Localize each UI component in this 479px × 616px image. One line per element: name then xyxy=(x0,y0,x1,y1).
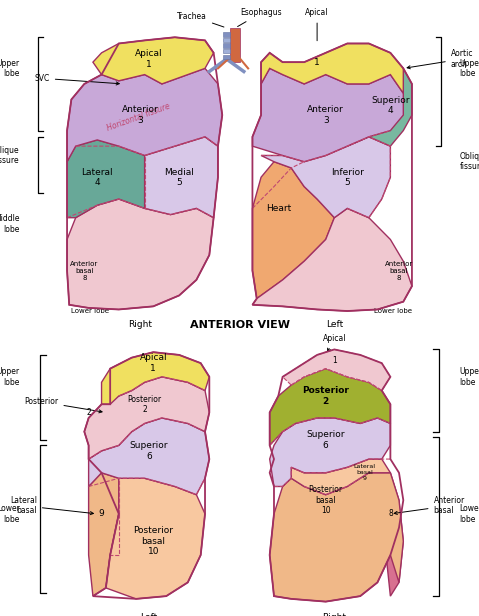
Text: Posterior
basal
10: Posterior basal 10 xyxy=(133,527,173,556)
Text: 8: 8 xyxy=(388,509,393,519)
Text: Trachea: Trachea xyxy=(177,12,224,27)
Text: 2: 2 xyxy=(86,408,91,417)
Polygon shape xyxy=(270,418,390,487)
Text: Apical: Apical xyxy=(322,334,346,352)
Polygon shape xyxy=(89,418,209,495)
Polygon shape xyxy=(223,55,230,59)
Text: Upper
lobe: Upper lobe xyxy=(459,367,479,386)
Text: Right: Right xyxy=(322,612,346,616)
Polygon shape xyxy=(252,68,403,161)
Polygon shape xyxy=(145,137,218,217)
Text: Left: Left xyxy=(326,320,343,330)
Text: Esophagus: Esophagus xyxy=(238,9,282,26)
Text: Anterior
basal
8: Anterior basal 8 xyxy=(70,261,98,280)
Polygon shape xyxy=(283,349,390,391)
Text: Lateral
basal: Lateral basal xyxy=(10,496,93,516)
Text: Posterior
2: Posterior 2 xyxy=(127,395,162,414)
Text: Anterior
basal: Anterior basal xyxy=(394,496,465,516)
Text: Upper
lobe: Upper lobe xyxy=(0,367,20,386)
Text: Horizontal fissure: Horizontal fissure xyxy=(106,101,171,132)
Polygon shape xyxy=(252,161,334,299)
Text: Anterior
3: Anterior 3 xyxy=(308,105,344,124)
Text: Lower lobe: Lower lobe xyxy=(374,307,412,314)
Polygon shape xyxy=(223,49,230,54)
Text: ANTERIOR VIEW: ANTERIOR VIEW xyxy=(190,320,289,330)
Text: Superior
6: Superior 6 xyxy=(130,441,168,461)
Polygon shape xyxy=(67,68,222,161)
Text: Upper
lobe: Upper lobe xyxy=(0,59,20,78)
Text: Upper
lobe: Upper lobe xyxy=(459,59,479,78)
Polygon shape xyxy=(223,32,230,36)
Text: 1: 1 xyxy=(314,58,320,67)
Polygon shape xyxy=(270,473,403,602)
Polygon shape xyxy=(223,38,230,43)
Text: Aortic
arch: Aortic arch xyxy=(407,49,473,69)
Polygon shape xyxy=(261,137,390,217)
Polygon shape xyxy=(93,37,214,84)
Text: Apical
1: Apical 1 xyxy=(135,49,163,69)
Text: Lower
lobe: Lower lobe xyxy=(0,505,20,524)
Text: Lower
lobe: Lower lobe xyxy=(459,505,479,524)
Text: Superior
6: Superior 6 xyxy=(307,430,345,450)
Polygon shape xyxy=(261,44,403,93)
Text: Right: Right xyxy=(128,320,152,330)
Text: Superior
4: Superior 4 xyxy=(371,96,410,115)
Polygon shape xyxy=(223,44,230,48)
Text: Anterior
basal
8: Anterior basal 8 xyxy=(385,261,413,280)
Polygon shape xyxy=(67,199,214,309)
Text: Posterior
basal
10: Posterior basal 10 xyxy=(308,485,343,515)
Polygon shape xyxy=(106,478,205,599)
Text: Apical
1: Apical 1 xyxy=(139,354,167,373)
Text: 1: 1 xyxy=(332,356,337,365)
Polygon shape xyxy=(360,473,403,596)
Text: Heart: Heart xyxy=(266,204,291,213)
Polygon shape xyxy=(334,68,412,146)
Text: Lateral
4: Lateral 4 xyxy=(81,168,113,187)
Polygon shape xyxy=(291,459,390,495)
Polygon shape xyxy=(230,28,240,62)
Polygon shape xyxy=(102,352,209,404)
Text: Oblique
fissure: Oblique fissure xyxy=(0,146,20,165)
Polygon shape xyxy=(270,368,390,445)
Text: Posterior: Posterior xyxy=(24,397,102,413)
Text: 9: 9 xyxy=(99,509,104,519)
Text: Medial
5: Medial 5 xyxy=(164,168,194,187)
Text: Left: Left xyxy=(140,612,158,616)
Text: Lateral
basal
9: Lateral basal 9 xyxy=(354,464,376,481)
Text: Oblique
fissure: Oblique fissure xyxy=(459,152,479,171)
Text: Lower lobe: Lower lobe xyxy=(71,307,109,314)
Text: Inferior
5: Inferior 5 xyxy=(331,168,364,187)
Text: Middle
lobe: Middle lobe xyxy=(0,214,20,233)
Polygon shape xyxy=(67,140,145,217)
Text: Posterior
2: Posterior 2 xyxy=(302,386,349,406)
Text: Apical: Apical xyxy=(305,9,329,41)
Text: Anterior
3: Anterior 3 xyxy=(122,105,159,124)
Polygon shape xyxy=(89,473,119,596)
Text: SVC: SVC xyxy=(34,74,119,85)
Polygon shape xyxy=(252,208,412,311)
Polygon shape xyxy=(84,377,209,459)
